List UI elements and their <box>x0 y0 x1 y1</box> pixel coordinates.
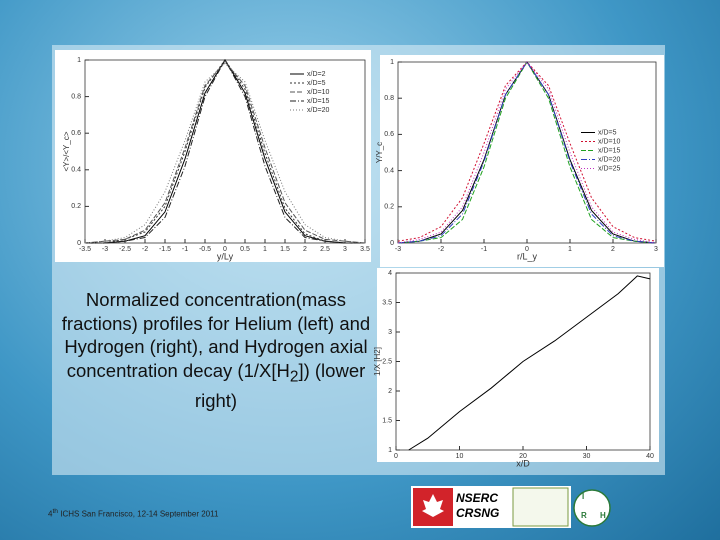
caption-text: ]) (lower right) <box>194 359 366 411</box>
y-axis-label: 1/X [H2] <box>373 347 382 376</box>
logo-letter: I <box>582 492 584 501</box>
footer-ord: th <box>52 508 59 515</box>
logo-text: NSERC <box>456 491 498 505</box>
series-line <box>85 58 365 244</box>
y-tick-label: 0.8 <box>384 95 394 102</box>
maple-leaf <box>422 494 444 517</box>
legend-label: x/D=5 <box>598 129 617 136</box>
y-tick-label: 2 <box>388 388 392 395</box>
x-tick-label: 3 <box>654 246 658 253</box>
caption: Normalized concentration(mass fractions)… <box>58 288 374 412</box>
y-tick-label: 1 <box>390 59 394 66</box>
caption-text: Normalized concentration(mass fractions)… <box>61 289 371 381</box>
y-tick-label: 3 <box>388 329 392 336</box>
x-tick-label: -1.5 <box>159 246 171 253</box>
legend-label: x/D=5 <box>307 80 326 87</box>
x-tick-label: -3.5 <box>79 246 91 253</box>
y-tick-label: 0.2 <box>384 204 394 211</box>
y-tick-label: 0 <box>390 240 394 247</box>
footer-text: ICHS San Francisco, 12-14 September 2011 <box>60 509 219 519</box>
x-tick-label: 2 <box>611 246 615 253</box>
x-tick-label: 40 <box>646 453 654 460</box>
y-tick-label: 4 <box>388 270 392 277</box>
y-tick-label: 0 <box>77 240 81 247</box>
x-tick-label: 1.5 <box>280 246 290 253</box>
x-tick-label: 0.5 <box>240 246 250 253</box>
x-tick-label: 3 <box>343 246 347 253</box>
chart-bg <box>380 55 664 267</box>
legend-label: x/D=15 <box>307 98 329 105</box>
y-tick-label: 0.4 <box>71 167 81 174</box>
legend-label: x/D=10 <box>598 138 620 145</box>
chart-bg <box>377 268 659 462</box>
y-tick-label: 1 <box>388 447 392 454</box>
y-tick-label: 3.5 <box>382 299 392 306</box>
x-tick-label: 3.5 <box>360 246 370 253</box>
y-tick-label: 1 <box>77 57 81 64</box>
y-tick-label: 0.2 <box>71 203 81 210</box>
x-tick-label: -2 <box>142 246 148 253</box>
x-axis-label: r/L_y <box>517 251 538 261</box>
series-line <box>397 61 657 244</box>
logo-text: CRSNG <box>456 506 499 520</box>
caption-sub: 2 <box>289 368 299 386</box>
logo-letter: R <box>581 511 587 520</box>
y-tick-label: 0.4 <box>384 167 394 174</box>
series-line <box>408 275 651 451</box>
logo-letter: H <box>600 511 606 520</box>
x-tick-label: 0 <box>223 246 227 253</box>
x-tick-label: 2 <box>303 246 307 253</box>
legend-label: x/D=20 <box>598 156 620 163</box>
y-axis-label: <Y>/<Y_c> <box>62 131 71 171</box>
legend-label: x/D=25 <box>598 165 620 172</box>
y-axis-label: Y/Y_c <box>375 142 384 163</box>
x-axis-label: y/Ly <box>217 251 234 261</box>
series-line <box>397 61 657 242</box>
x-axis-label: x/D <box>516 458 530 468</box>
legend-label: x/D=15 <box>598 147 620 154</box>
y-tick-label: 0.6 <box>71 130 81 137</box>
footer: 4th ICHS San Francisco, 12-14 September … <box>48 508 218 519</box>
x-tick-label: 1 <box>568 246 572 253</box>
x-tick-label: 2.5 <box>320 246 330 253</box>
chart-bg <box>55 50 371 262</box>
x-tick-label: -0.5 <box>199 246 211 253</box>
legend-label: x/D=2 <box>307 71 326 78</box>
y-tick-label: 1.5 <box>382 417 392 424</box>
x-tick-label: 0 <box>525 246 529 253</box>
x-tick-label: -1 <box>182 246 188 253</box>
series-line <box>397 61 657 244</box>
logo-hcan <box>512 487 569 527</box>
x-tick-label: 1 <box>263 246 267 253</box>
y-tick-label: 0.8 <box>71 93 81 100</box>
legend-label: x/D=20 <box>307 107 329 114</box>
x-tick-label: -3 <box>102 246 108 253</box>
x-tick-label: 30 <box>583 453 591 460</box>
series-line <box>84 62 366 244</box>
footer-num: 4 <box>48 509 53 519</box>
x-tick-label: 0 <box>394 453 398 460</box>
x-tick-label: 20 <box>519 453 527 460</box>
x-tick-label: -2.5 <box>119 246 131 253</box>
x-tick-label: 10 <box>456 453 464 460</box>
legend-label: x/D=10 <box>307 89 329 96</box>
x-tick-label: -3 <box>395 246 401 253</box>
x-tick-label: -1 <box>481 246 487 253</box>
y-tick-label: 0.6 <box>384 131 394 138</box>
logo-irh <box>573 489 611 527</box>
x-tick-label: -2 <box>438 246 444 253</box>
y-tick-label: 2.5 <box>382 358 392 365</box>
